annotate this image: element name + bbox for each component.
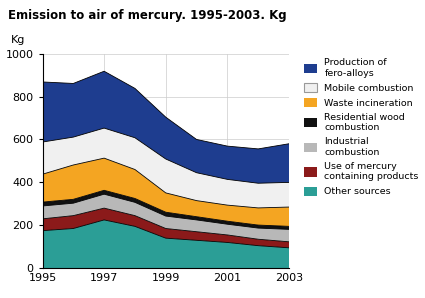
Legend: Production of
fero-alloys, Mobile combustion, Waste incineration, Residential wo: Production of fero-alloys, Mobile combus… [303, 58, 419, 196]
Text: Emission to air of mercury. 1995-2003. Kg: Emission to air of mercury. 1995-2003. K… [8, 9, 287, 22]
Text: Kg: Kg [11, 35, 25, 45]
